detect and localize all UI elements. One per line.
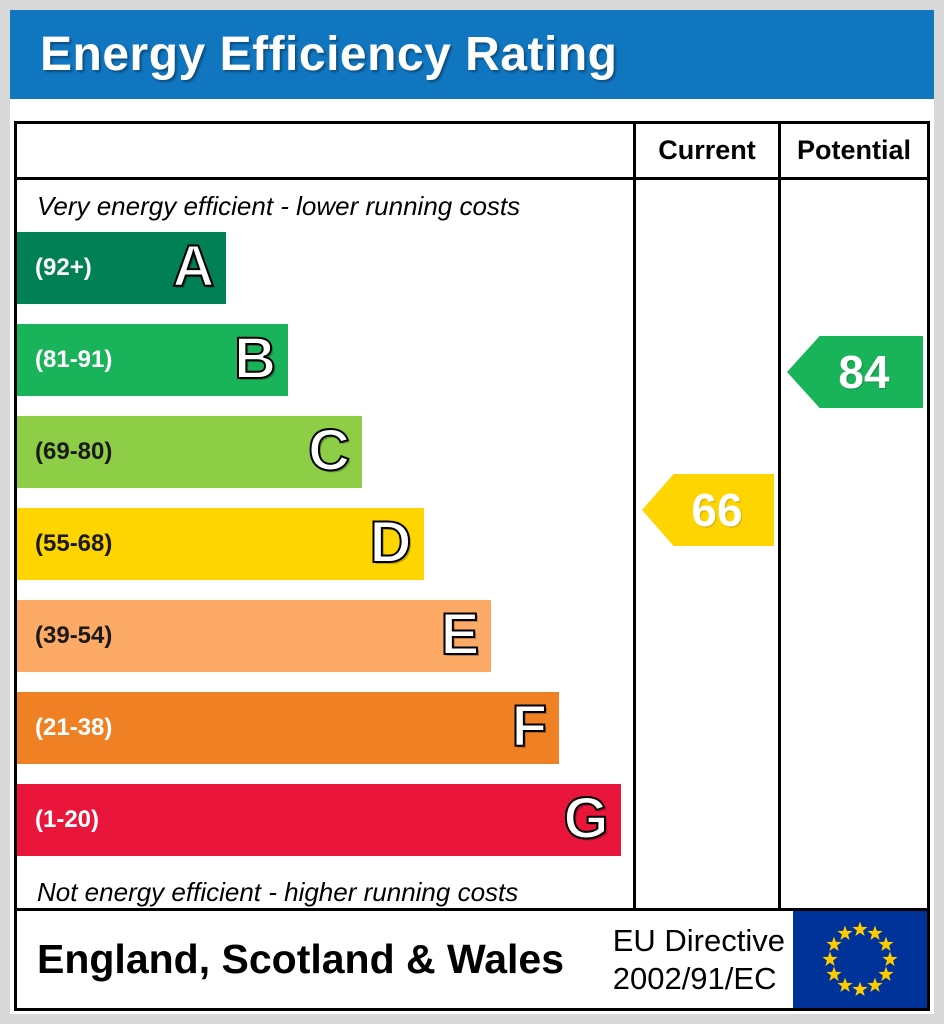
current-rating-value: 66 xyxy=(691,484,743,536)
band-row-a: (92+) A xyxy=(17,232,633,324)
title-bar: Energy Efficiency Rating xyxy=(10,10,934,99)
band-row-c: (69-80) C xyxy=(17,416,633,508)
eu-directive-line1: EU Directive xyxy=(612,923,785,959)
header-spacer xyxy=(17,124,633,177)
top-note: Very energy efficient - lower running co… xyxy=(37,190,521,221)
band-row-d: (55-68) D xyxy=(17,508,633,600)
band-c-range-label: (69-80) xyxy=(35,438,113,465)
band-b-bar: (81-91) B xyxy=(17,324,289,396)
bands-area: Very energy efficient - lower running co… xyxy=(17,180,633,908)
eu-directive-label: EU Directive 2002/91/EC xyxy=(613,922,793,996)
band-e-bar: (39-54) E xyxy=(17,600,492,672)
eu-flag-icon xyxy=(793,911,927,1008)
band-e-range-label: (39-54) xyxy=(35,622,113,649)
potential-column: 84 xyxy=(778,180,927,908)
potential-rating-value: 84 xyxy=(838,346,890,398)
band-row-b: (81-91) B xyxy=(17,324,633,416)
band-a-letter: A xyxy=(172,233,216,299)
band-row-g: (1-20) G xyxy=(17,784,633,876)
band-g-letter: G xyxy=(563,785,610,851)
band-d-bar: (55-68) D xyxy=(17,508,424,580)
band-c-letter: C xyxy=(307,417,351,483)
potential-column-header: Potential xyxy=(778,124,927,177)
chart-body: Very energy efficient - lower running co… xyxy=(17,180,927,908)
footer: England, Scotland & Wales EU Directive 2… xyxy=(14,908,930,1011)
energy-rating-chart: Current Potential Very energy efficient … xyxy=(14,121,930,911)
band-f-letter: F xyxy=(511,693,548,759)
band-c-bar: (69-80) C xyxy=(17,416,362,488)
band-a-bar: (92+) A xyxy=(17,232,227,304)
band-f-range-label: (21-38) xyxy=(35,714,113,741)
band-d-letter: D xyxy=(369,509,413,575)
eu-directive-line2: 2002/91/EC xyxy=(612,960,777,996)
potential-rating-arrow: 84 xyxy=(787,336,923,408)
band-g-bar: (1-20) G xyxy=(17,784,621,856)
bottom-note: Not energy efficient - higher running co… xyxy=(37,876,519,907)
band-a-range-label: (92+) xyxy=(35,254,92,281)
band-row-f: (21-38) F xyxy=(17,692,633,784)
current-column: 66 xyxy=(633,180,778,908)
band-b-letter: B xyxy=(233,325,277,391)
band-row-e: (39-54) E xyxy=(17,600,633,692)
page-title: Energy Efficiency Rating xyxy=(40,28,618,81)
band-f-bar: (21-38) F xyxy=(17,692,560,764)
band-b-range-label: (81-91) xyxy=(35,346,113,373)
band-g-range-label: (1-20) xyxy=(35,806,100,833)
current-column-header: Current xyxy=(633,124,778,177)
current-rating-arrow: 66 xyxy=(642,474,774,546)
band-d-range-label: (55-68) xyxy=(35,530,113,557)
band-e-letter: E xyxy=(440,601,481,667)
region-label: England, Scotland & Wales xyxy=(37,936,564,982)
epc-certificate: Energy Efficiency Rating Current Potenti… xyxy=(10,10,934,1014)
chart-header-row: Current Potential xyxy=(17,124,927,180)
